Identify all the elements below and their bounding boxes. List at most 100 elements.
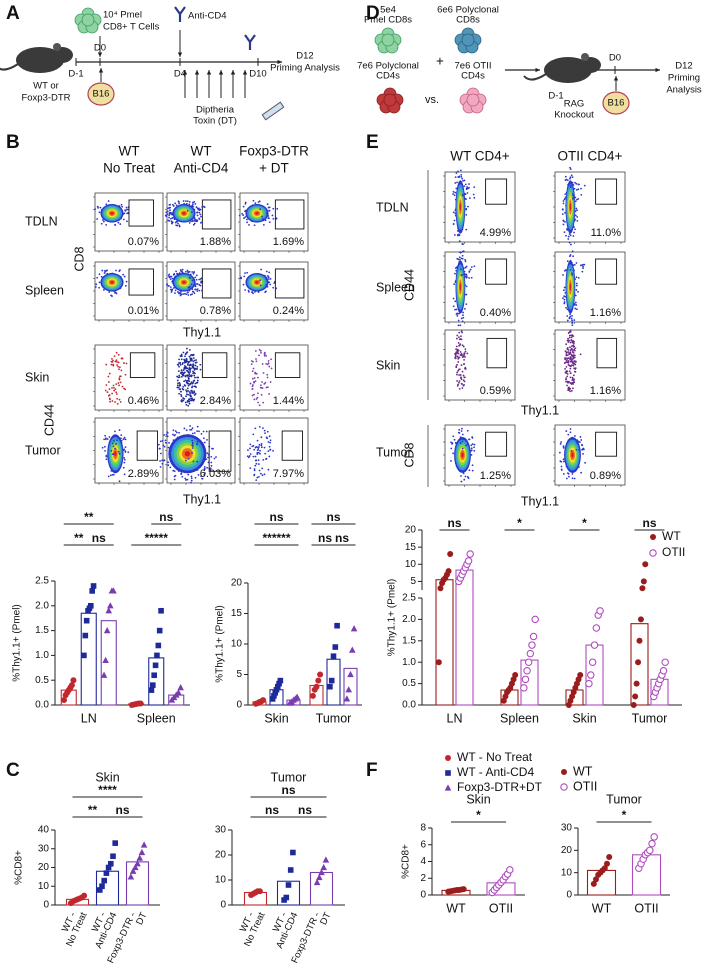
event bbox=[196, 381, 199, 384]
significance-label: ns bbox=[642, 516, 656, 530]
event bbox=[265, 458, 267, 461]
significance-label: ns bbox=[318, 531, 332, 545]
event bbox=[169, 217, 172, 220]
bar bbox=[343, 667, 358, 706]
data-point bbox=[315, 677, 322, 684]
event bbox=[574, 307, 577, 310]
group-header: WT CD4+ bbox=[450, 149, 510, 164]
event bbox=[190, 358, 193, 361]
event bbox=[200, 281, 202, 284]
mouse-icon bbox=[53, 43, 61, 51]
significance-label: ns bbox=[159, 510, 173, 524]
event bbox=[562, 200, 565, 202]
event bbox=[99, 206, 102, 209]
gate-percent: 1.25% bbox=[480, 470, 511, 482]
event bbox=[180, 390, 182, 393]
event bbox=[117, 361, 120, 364]
gate-percent: 7.97% bbox=[273, 468, 304, 480]
density bbox=[571, 452, 574, 458]
event bbox=[574, 301, 577, 304]
event bbox=[112, 384, 115, 387]
event bbox=[466, 443, 469, 446]
event bbox=[257, 392, 259, 395]
event bbox=[197, 208, 200, 211]
event bbox=[188, 400, 191, 403]
y-tick-label: 20 bbox=[231, 578, 243, 589]
event bbox=[459, 351, 462, 353]
cell-icon bbox=[381, 33, 395, 47]
event bbox=[570, 450, 573, 453]
event bbox=[119, 223, 122, 225]
data-point bbox=[444, 784, 452, 791]
data-point bbox=[523, 667, 531, 675]
data-point bbox=[447, 551, 454, 557]
event bbox=[265, 436, 268, 439]
axis-label: CD8 bbox=[402, 442, 416, 467]
event bbox=[269, 277, 272, 280]
event bbox=[184, 366, 187, 368]
event bbox=[470, 449, 473, 452]
label: 7e6 Polyclonal bbox=[357, 61, 419, 72]
event bbox=[260, 394, 263, 396]
data-point bbox=[136, 854, 143, 861]
event bbox=[464, 260, 467, 263]
event bbox=[123, 473, 126, 476]
event bbox=[567, 341, 570, 344]
event bbox=[562, 473, 565, 475]
data-point bbox=[639, 585, 646, 592]
event bbox=[248, 224, 250, 226]
data-point bbox=[596, 607, 604, 615]
data-point bbox=[137, 700, 144, 707]
significance-label: ** bbox=[74, 531, 84, 545]
event bbox=[263, 383, 266, 385]
event bbox=[465, 303, 468, 306]
gate-percent: 2.89% bbox=[128, 468, 159, 480]
data-point bbox=[105, 864, 112, 871]
event bbox=[471, 469, 474, 472]
y-tick-label: 0.0 bbox=[402, 700, 416, 711]
gate bbox=[128, 199, 154, 227]
y-tick-label: 40 bbox=[38, 825, 50, 836]
event bbox=[567, 381, 570, 384]
event bbox=[200, 475, 202, 478]
event bbox=[177, 370, 180, 373]
event bbox=[112, 445, 115, 448]
event bbox=[460, 173, 463, 176]
event bbox=[190, 479, 193, 482]
event bbox=[584, 461, 586, 464]
event bbox=[178, 376, 181, 379]
event bbox=[564, 197, 566, 200]
event bbox=[571, 250, 574, 253]
label: CD8s bbox=[456, 15, 480, 26]
y-tick-label: 5 bbox=[410, 576, 416, 587]
event bbox=[123, 457, 126, 459]
event bbox=[246, 221, 248, 224]
event bbox=[578, 441, 581, 443]
event bbox=[266, 373, 269, 376]
flow-plot bbox=[166, 261, 236, 321]
event bbox=[200, 432, 203, 435]
event bbox=[270, 358, 273, 361]
event bbox=[454, 191, 457, 194]
event bbox=[177, 386, 180, 389]
event bbox=[580, 439, 583, 441]
event bbox=[242, 214, 245, 216]
event bbox=[458, 381, 460, 384]
event bbox=[196, 211, 199, 214]
data-point bbox=[103, 870, 110, 876]
event bbox=[108, 397, 111, 400]
data-point bbox=[107, 602, 114, 609]
event bbox=[159, 452, 162, 455]
event bbox=[461, 447, 464, 450]
event bbox=[261, 215, 263, 218]
event bbox=[259, 279, 262, 282]
event bbox=[179, 292, 182, 295]
event bbox=[564, 357, 566, 360]
event bbox=[187, 473, 190, 476]
event bbox=[184, 379, 187, 382]
event bbox=[263, 446, 266, 449]
data-point bbox=[127, 873, 135, 880]
event bbox=[261, 467, 264, 470]
row-label: TDLN bbox=[376, 200, 409, 214]
event bbox=[191, 201, 194, 204]
